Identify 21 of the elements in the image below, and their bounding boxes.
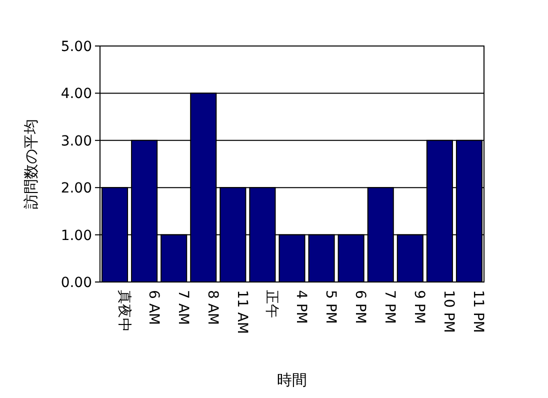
x-tick-label: 10 PM: [440, 290, 457, 333]
x-tick-label: 9 PM: [411, 290, 428, 324]
x-tick-label: 11 AM: [234, 290, 250, 334]
y-tick-label: 4.00: [60, 86, 92, 102]
y-tick-label: 0.00: [60, 275, 92, 291]
x-tick-label: 6 PM: [352, 290, 368, 324]
y-tick-label: 5.00: [60, 39, 92, 55]
x-tick-label: 真夜中: [116, 290, 132, 332]
x-tick-label: 7 AM: [174, 290, 191, 326]
y-axis-title: 訪問数の平均: [22, 119, 40, 209]
x-tick-label: 8 AM: [204, 290, 220, 326]
y-tick-label: 1.00: [60, 228, 92, 244]
x-axis-title: 時間: [277, 371, 307, 389]
y-tick-label: 2.00: [60, 180, 92, 197]
x-tick-label: 正午: [263, 290, 280, 318]
x-tick-label: 7 PM: [382, 290, 398, 324]
x-tick-label: 4 PM: [293, 290, 309, 324]
x-tick-label: 6 AM: [145, 290, 162, 326]
y-tick-label: 3.00: [60, 133, 92, 150]
x-tick-label: 11 PM: [470, 290, 486, 333]
x-tick-label: 5 PM: [322, 290, 339, 324]
